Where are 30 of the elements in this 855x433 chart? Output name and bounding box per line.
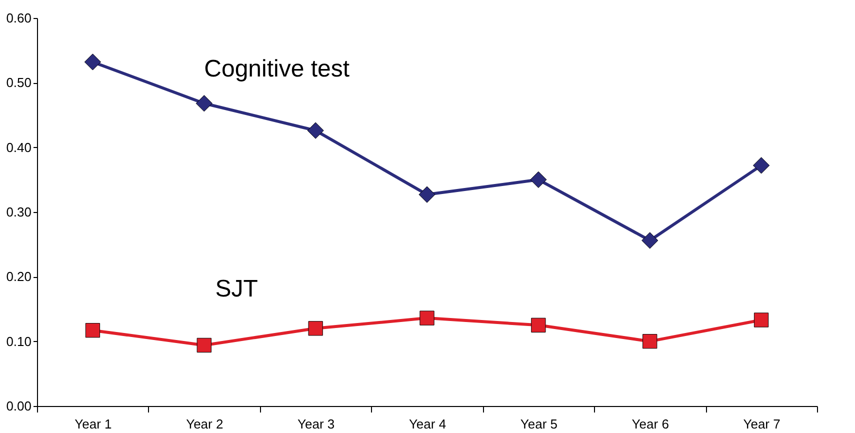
- x-tick-label: Year 7: [743, 416, 780, 432]
- point: [530, 171, 547, 188]
- point: [418, 186, 436, 203]
- point: [420, 310, 434, 326]
- y-tick-label: 0.10: [6, 334, 32, 349]
- x-tick-label: Year 4: [408, 416, 446, 432]
- x-tick-label: Year 5: [520, 416, 558, 432]
- series-label: Cognitive test: [204, 56, 350, 83]
- point: [308, 321, 323, 336]
- y-tick-label: 0.20: [6, 269, 32, 284]
- x-tick-label: Year 1: [74, 416, 112, 432]
- x-tick-label: Year 6: [632, 416, 669, 432]
- point: [752, 157, 770, 174]
- point: [196, 95, 212, 112]
- y-tick-label: 0.30: [6, 204, 32, 220]
- point: [84, 54, 102, 70]
- y-tick-label: 0.50: [6, 75, 32, 90]
- series-label: SJT: [215, 276, 258, 303]
- point: [754, 312, 769, 328]
- x-tick-label: Year 2: [186, 416, 224, 432]
- x-tick-label: Year 3: [298, 416, 335, 432]
- point: [196, 338, 212, 353]
- y-tick-label: 0.40: [6, 140, 32, 155]
- point: [531, 318, 546, 332]
- point: [307, 122, 324, 139]
- point: [642, 334, 658, 349]
- y-tick-label: 0.60: [6, 10, 32, 26]
- y-tick-label: 0.00: [6, 398, 32, 414]
- point: [85, 323, 100, 338]
- point: [642, 232, 658, 249]
